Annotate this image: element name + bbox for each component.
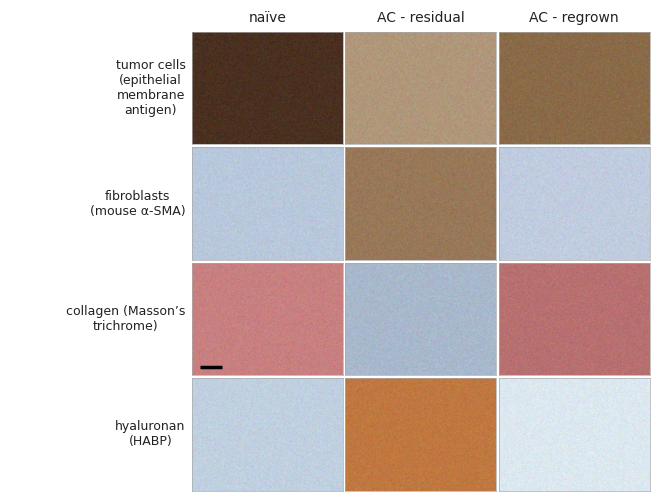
Text: AC - residual: AC - residual: [377, 11, 465, 25]
Text: AC - regrown: AC - regrown: [529, 11, 619, 25]
Text: hyaluronan
(HABP): hyaluronan (HABP): [115, 421, 186, 448]
Text: tumor cells
(epithelial
membrane
antigen): tumor cells (epithelial membrane antigen…: [116, 59, 186, 117]
Text: collagen (Masson’s
trichrome): collagen (Masson’s trichrome): [66, 305, 186, 333]
Text: fibroblasts
(mouse α-SMA): fibroblasts (mouse α-SMA): [90, 190, 186, 217]
Text: naïve: naïve: [249, 11, 286, 25]
